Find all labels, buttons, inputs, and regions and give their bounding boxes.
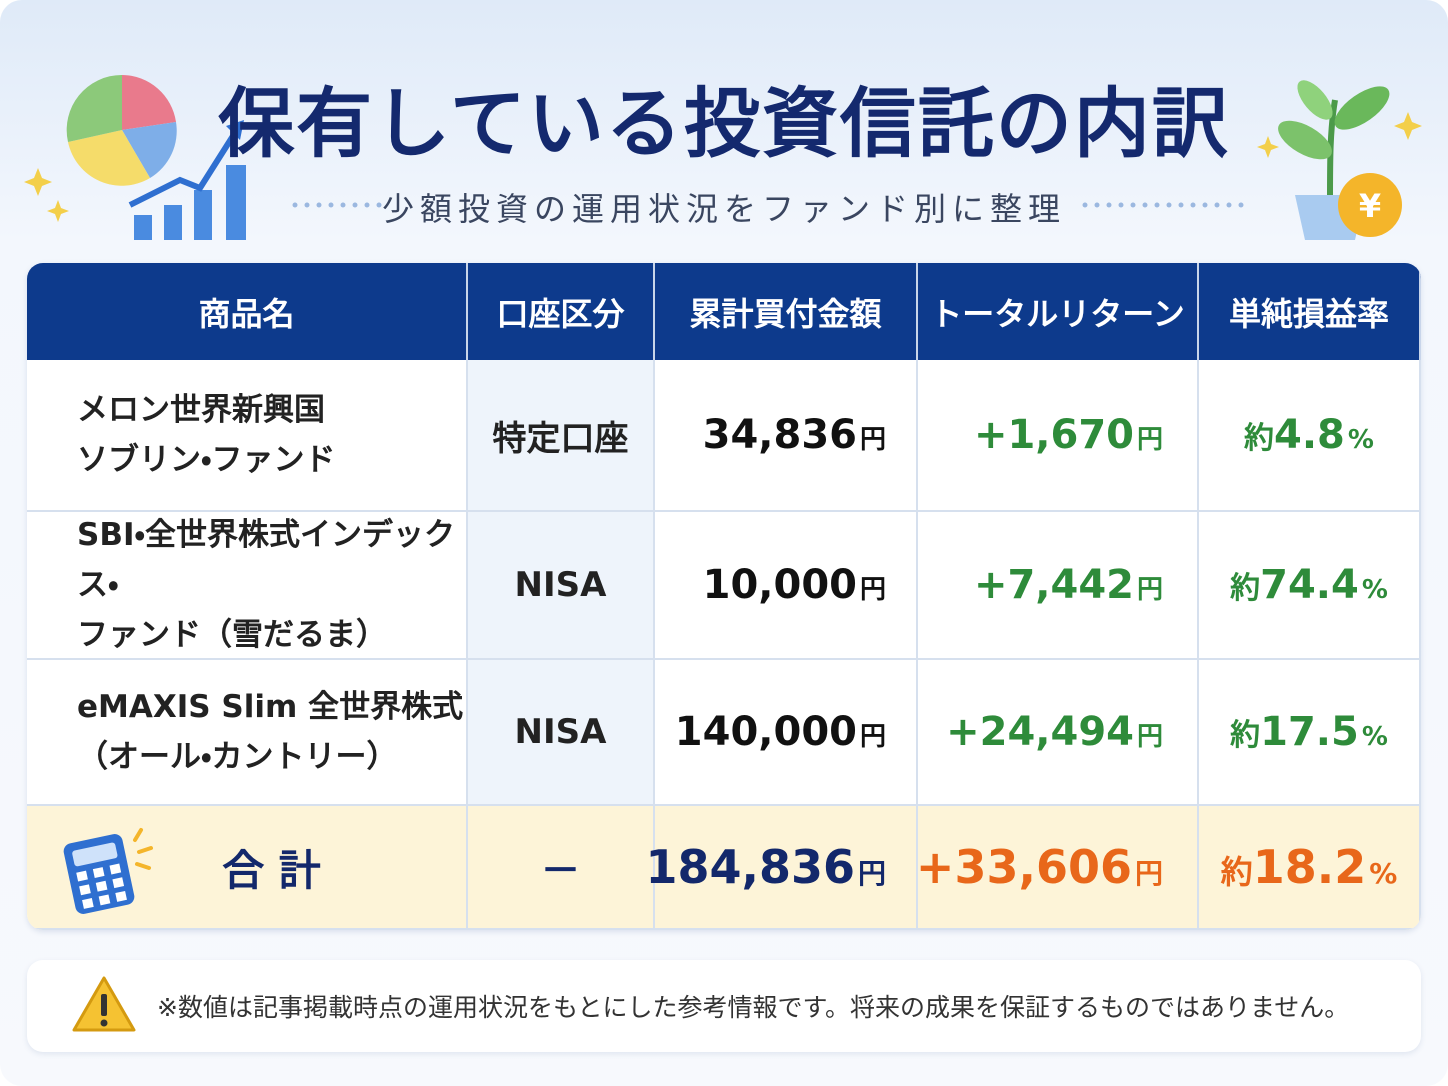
- value-prefix: 約: [1244, 421, 1275, 456]
- fund-name-line: eMAXIS Slim 全世界株式: [77, 689, 464, 725]
- rate-cell: 約 17.5%: [1199, 660, 1421, 806]
- account: －: [540, 848, 581, 894]
- value-unit: %: [1361, 722, 1388, 752]
- account-cell: NISA: [468, 660, 655, 806]
- value: 74.4: [1260, 562, 1359, 608]
- rate-cell: 約 18.2%: [1199, 806, 1421, 930]
- value-group: 約 17.5%: [1199, 709, 1419, 755]
- pie-icon: [66, 74, 177, 186]
- value-prefix: 約: [1220, 853, 1253, 891]
- value-unit: 円: [1134, 857, 1163, 890]
- value-unit: %: [1347, 425, 1374, 455]
- subtitle-dots: [292, 202, 1244, 208]
- value-unit: %: [1369, 857, 1398, 890]
- value-unit: 円: [1136, 425, 1163, 455]
- value-unit: 円: [1136, 722, 1163, 752]
- plant-icon: ¥: [1278, 80, 1402, 240]
- fund-name: eMAXIS Slim 全世界株式 （オール・カントリー）: [77, 682, 463, 782]
- fund-name-line: ファンド（雪だるま）: [77, 617, 387, 653]
- account-cell: 特定口座: [468, 360, 655, 512]
- rate-cell: 約 74.4%: [1199, 512, 1421, 660]
- name-cell: 合 計: [27, 806, 468, 930]
- value-group: 約 4.8%: [1199, 412, 1419, 458]
- fund-name: SBI・全世界株式インデックス・ファンド（雪だるま）: [77, 510, 466, 660]
- fund-name-line: SBI・全世界株式インデックス・: [77, 517, 456, 603]
- value-group: 10,000 円: [655, 562, 916, 608]
- value-prefix: 約: [1230, 571, 1261, 606]
- value: 140,000: [674, 709, 857, 755]
- value-unit: 円: [859, 425, 886, 455]
- value: +7,442: [973, 562, 1134, 608]
- decorations: ¥: [24, 74, 1422, 240]
- sparkles: [24, 112, 1422, 222]
- value: 4.8: [1274, 412, 1345, 458]
- value-group: 184,836 円: [645, 840, 916, 894]
- amount-cell: 140,000 円: [655, 660, 918, 806]
- account-cell: NISA: [468, 512, 655, 660]
- calculator-icon: [63, 828, 153, 914]
- value-unit: 円: [859, 575, 886, 605]
- subtitle: 少額投資の運用状況をファンド別に整理: [381, 190, 1066, 228]
- value: 18.2: [1252, 840, 1367, 894]
- value: 17.5: [1260, 709, 1359, 755]
- value-group: +7,442 円: [918, 562, 1197, 608]
- value-group: +33,606 円: [915, 840, 1197, 894]
- value-unit: 円: [1136, 575, 1163, 605]
- return-cell: +1,670 円: [918, 360, 1199, 512]
- column-header: 累計買付金額: [655, 263, 918, 360]
- amount-cell: 10,000 円: [655, 512, 918, 660]
- fund-name-line: （オール・カントリー）: [77, 739, 398, 775]
- bar-icon: [128, 120, 246, 240]
- account: NISA: [514, 712, 607, 752]
- value-group: +1,670 円: [918, 412, 1197, 458]
- total-label: 合 計: [222, 845, 321, 895]
- value: +33,606: [915, 840, 1132, 894]
- column-header: 商品名: [27, 263, 468, 360]
- amount-cell: 34,836 円: [655, 360, 918, 512]
- value: +1,670: [973, 412, 1134, 458]
- value-group: 約 74.4%: [1199, 562, 1419, 608]
- account: 特定口座: [492, 418, 629, 459]
- name-cell: SBI・全世界株式インデックス・ファンド（雪だるま）: [27, 512, 468, 660]
- value-unit: 円: [859, 722, 886, 752]
- account-cell: －: [468, 806, 655, 930]
- column-header: 口座区分: [468, 263, 655, 360]
- value: 184,836: [645, 840, 855, 894]
- title: 保有している投資信託の内訳: [218, 79, 1230, 168]
- value: 34,836: [702, 412, 857, 458]
- return-cell: +33,606 円: [915, 806, 1199, 930]
- value-group: 34,836 円: [655, 412, 916, 458]
- value-prefix: 約: [1230, 718, 1261, 753]
- value-group: +24,494 円: [918, 709, 1197, 755]
- column-header: 単純損益率: [1199, 263, 1421, 360]
- fund-name-line: メロン世界新興国: [77, 392, 325, 428]
- note: ※数値は記事掲載時点の運用状況をもとにした参考情報です。将来の成果を保証するもの…: [157, 993, 1350, 1022]
- note-box: ※数値は記事掲載時点の運用状況をもとにした参考情報です。将来の成果を保証するもの…: [27, 960, 1421, 1052]
- value-unit: 円: [857, 857, 886, 890]
- coin-symbol: ¥: [1359, 187, 1381, 225]
- value-group: 約 18.2%: [1199, 840, 1419, 894]
- return-cell: +7,442 円: [918, 512, 1199, 660]
- column-header: トータルリターン: [918, 263, 1199, 360]
- warning-icon: [72, 976, 136, 1032]
- rate-cell: 約 4.8%: [1199, 360, 1421, 512]
- account: NISA: [514, 565, 607, 605]
- name-cell: メロン世界新興国 ソブリン・ファンド: [27, 360, 468, 512]
- value: +24,494: [946, 709, 1134, 755]
- value-unit: %: [1361, 575, 1388, 605]
- value: 10,000: [702, 562, 857, 608]
- value-group: 140,000 円: [655, 709, 916, 755]
- return-cell: +24,494 円: [918, 660, 1199, 806]
- name-cell: eMAXIS Slim 全世界株式 （オール・カントリー）: [27, 660, 468, 806]
- amount-cell: 184,836 円: [645, 806, 918, 930]
- fund-name-line: ソブリン・ファンド: [77, 442, 336, 478]
- fund-name: メロン世界新興国 ソブリン・ファンド: [77, 385, 336, 485]
- table: 商品名 口座区分 累計買付金額 トータルリターン 単純損益率メロン世界新興国 ソブリン・フ…: [27, 263, 1421, 930]
